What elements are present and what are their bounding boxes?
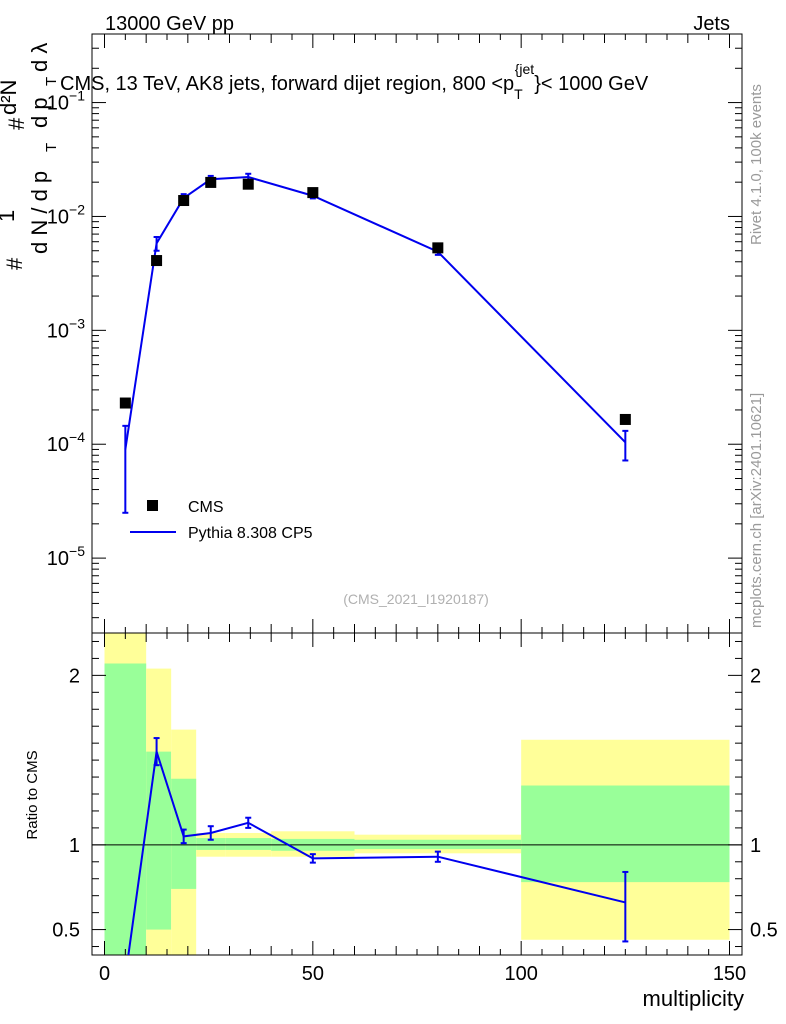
ratio-mc-line bbox=[127, 751, 626, 955]
title-sup: {jet bbox=[515, 61, 535, 77]
ratio-ytick-label-left-1: 1 bbox=[69, 835, 80, 857]
main-ytick-label-3: 10−2 bbox=[47, 201, 85, 228]
header-right: Jets bbox=[693, 13, 730, 35]
ratio-ytick-label-right-0: 0.5 bbox=[750, 920, 778, 942]
ratio-xtick-label-3: 150 bbox=[713, 963, 746, 985]
main-ytick-exp: −5 bbox=[69, 543, 85, 559]
ylabel-t: T bbox=[43, 143, 60, 152]
main-ytick-base: 10 bbox=[47, 548, 69, 570]
title-pre: CMS, 13 TeV, AK8 jets, forward dijet reg… bbox=[60, 73, 514, 95]
main-ytick-label-4: 10−1 bbox=[47, 88, 85, 115]
ratio-band-inner-7 bbox=[521, 785, 730, 883]
ylabel-hash: # bbox=[2, 257, 27, 270]
analysis-watermark: (CMS_2021_I1920187) bbox=[343, 591, 489, 607]
main-ytick-exp: −4 bbox=[69, 429, 85, 445]
main-ylabel: # 1 d N / d p T # d²N d p T d λ bbox=[0, 43, 60, 270]
main-ytick-base: 10 bbox=[47, 320, 69, 342]
main-ytick-base: 10 bbox=[47, 93, 69, 115]
ylabel-dlam: d λ bbox=[27, 43, 52, 72]
mc-line bbox=[124, 175, 627, 450]
ratio-band-inner-1 bbox=[146, 751, 172, 930]
header-left: 13000 GeV pp bbox=[105, 13, 234, 35]
main-ytick-base: 10 bbox=[47, 434, 69, 456]
ratio-xtick-label-0: 0 bbox=[99, 963, 110, 985]
mcplots-label: mcplots.cern.ch [arXiv:2401.10621] bbox=[748, 393, 765, 628]
main-ytick-label-1: 10−4 bbox=[47, 429, 85, 456]
ratio-xlabel: multiplicity bbox=[643, 986, 744, 1011]
ylabel-t-2: T bbox=[43, 77, 60, 86]
ylabel-dn: d N / d p bbox=[27, 171, 52, 254]
main-ytick-base: 10 bbox=[47, 206, 69, 228]
ratio-ytick-label-right-2: 2 bbox=[750, 665, 761, 687]
main-plot: 10−510−410−310−210−1 bbox=[47, 33, 743, 634]
ratio-band-inner-3 bbox=[196, 838, 226, 850]
cms-data-point bbox=[178, 195, 190, 207]
ratio-uncertainty-bands bbox=[104, 633, 730, 955]
cms-data-point bbox=[119, 397, 131, 409]
ratio-xtick-label-2: 100 bbox=[504, 963, 537, 985]
title-post: }< 1000 GeV bbox=[534, 73, 649, 95]
ratio-ytick-label-right-1: 1 bbox=[750, 835, 761, 857]
main-ytick-label-2: 10−3 bbox=[47, 315, 85, 342]
title-sub: T bbox=[514, 86, 523, 102]
legend-cms-marker bbox=[147, 500, 158, 511]
cms-data-point bbox=[307, 187, 319, 199]
ratio-ytick-label-left-0: 0.5 bbox=[52, 920, 80, 942]
cms-data-point bbox=[432, 242, 444, 254]
ylabel-one: 1 bbox=[0, 210, 19, 222]
ylabel-hash-2: # bbox=[4, 117, 29, 130]
ylabel-dpt: d p bbox=[27, 97, 52, 128]
ratio-ytick-label-left-2: 2 bbox=[69, 665, 80, 687]
cms-data-point bbox=[205, 176, 217, 188]
chart-title: CMS, 13 TeV, AK8 jets, forward dijet reg… bbox=[60, 61, 649, 102]
main-ytick-exp: −2 bbox=[69, 201, 85, 217]
ratio-xtick-label-1: 50 bbox=[302, 963, 324, 985]
main-ytick-exp: −3 bbox=[69, 315, 85, 331]
main-frame bbox=[91, 33, 743, 634]
cms-data-point bbox=[151, 255, 163, 267]
legend-mc-label: Pythia 8.308 CP5 bbox=[188, 525, 313, 542]
ratio-ylabel: Ratio to CMS bbox=[24, 750, 41, 839]
ratio-band-inner-0 bbox=[104, 663, 147, 955]
cms-data-point bbox=[242, 178, 254, 190]
ylabel-d2n: d²N bbox=[0, 80, 21, 115]
rivet-label: Rivet 4.1.0, 100k events bbox=[748, 84, 765, 245]
ratio-band-inner-4 bbox=[225, 838, 272, 850]
main-ytick-label-0: 10−5 bbox=[47, 543, 85, 570]
legend-cms-label: CMS bbox=[188, 499, 224, 516]
cms-data-point bbox=[619, 413, 631, 425]
main-ytick-exp: −1 bbox=[69, 88, 85, 104]
